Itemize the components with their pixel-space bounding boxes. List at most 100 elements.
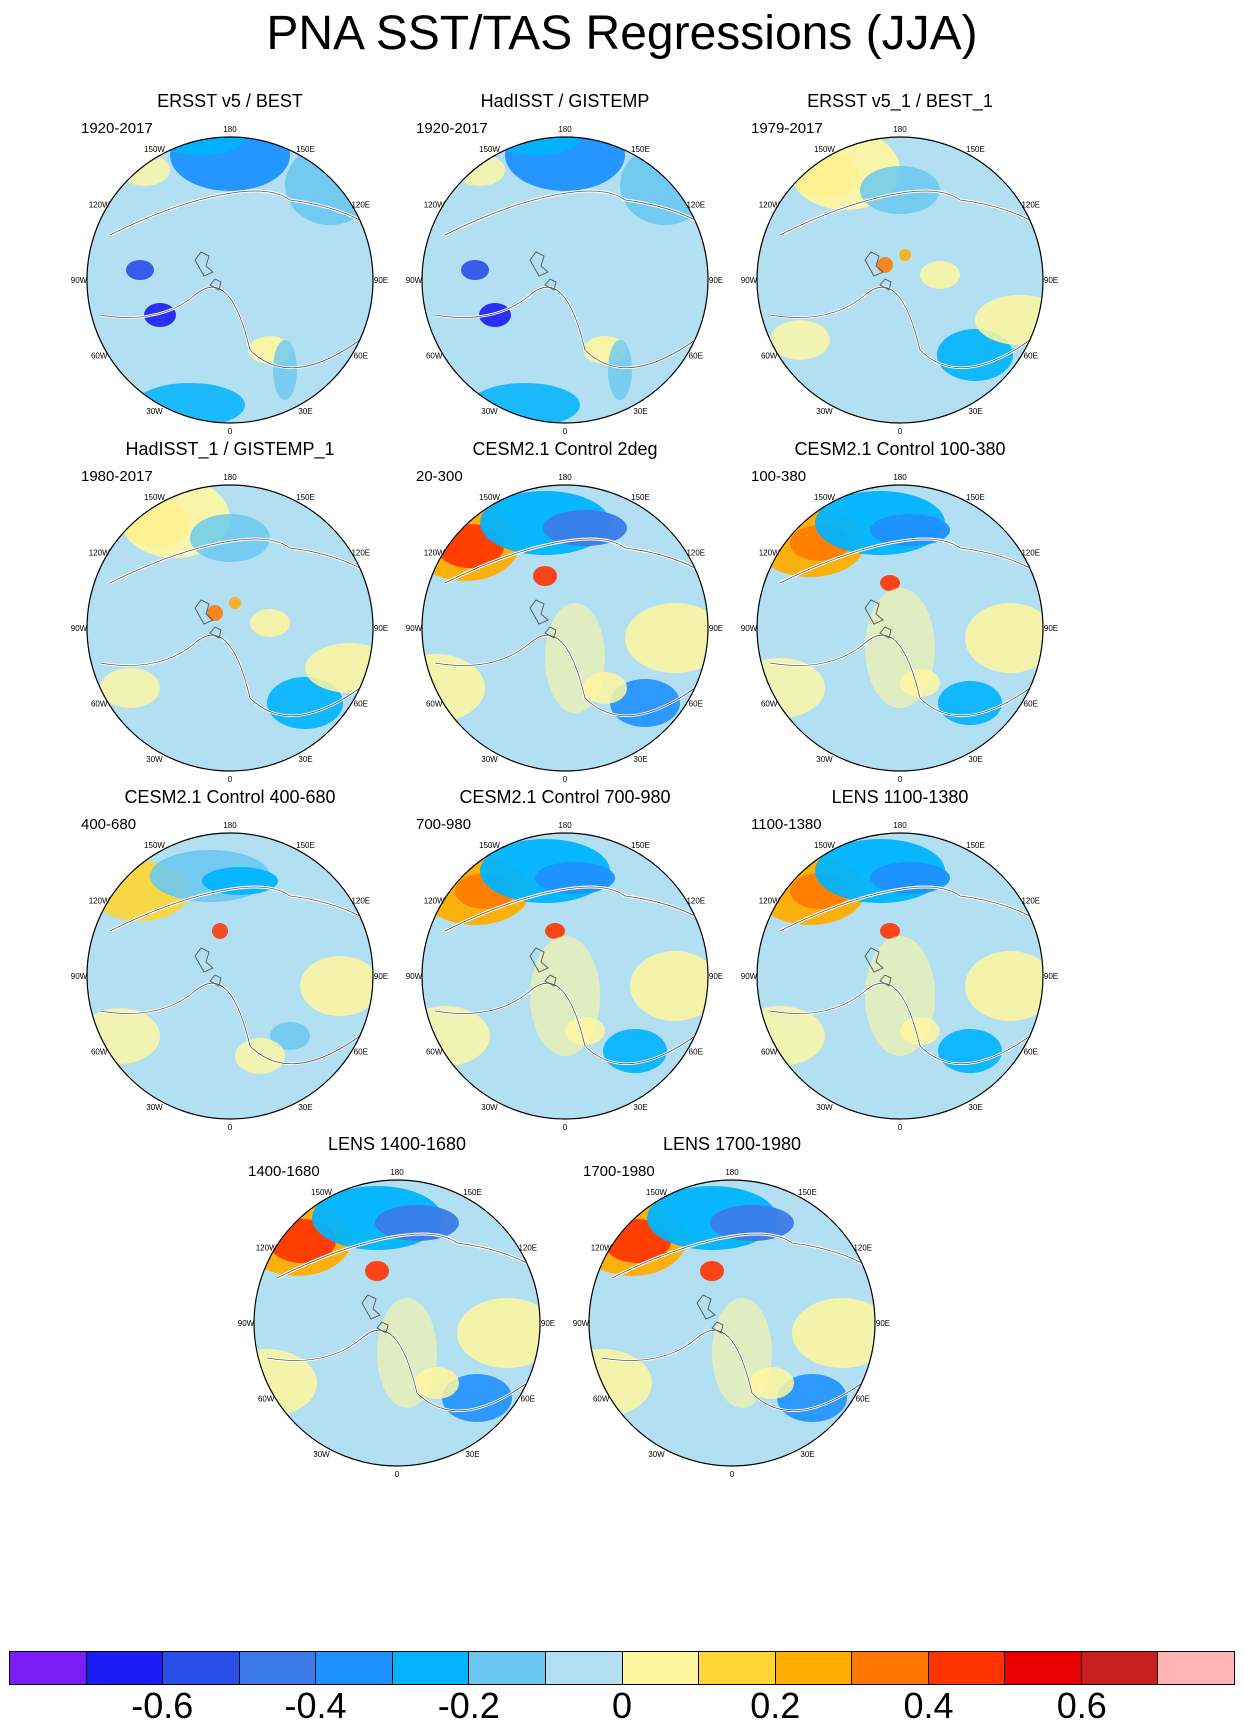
panel-title: CESM2.1 Control 2deg xyxy=(472,439,658,459)
colorbar-tick-label: 0.2 xyxy=(750,1685,801,1726)
anomaly-blob xyxy=(229,597,241,609)
longitude-label: 120W xyxy=(591,1244,612,1253)
anomaly-blob xyxy=(603,1029,667,1073)
longitude-label: 120W xyxy=(256,1244,277,1253)
longitude-label: 180 xyxy=(390,1168,404,1177)
colorbar-swatch xyxy=(852,1652,929,1684)
anomaly-blob xyxy=(877,257,893,273)
polar-map: 180 150E 120E 90E 60E 30E 0 30W 60W 90W 120W 150W xyxy=(406,125,723,436)
longitude-label: 120W xyxy=(89,897,110,906)
longitude-label: 60W xyxy=(426,1048,443,1057)
field-layer xyxy=(87,137,373,423)
island-outline xyxy=(361,1294,389,1334)
map-panel: ERSST v5_1 / BEST_1 1979-2017 180 150E 120… xyxy=(735,90,1065,436)
field-layer xyxy=(757,137,1043,423)
longitude-label: 90E xyxy=(374,276,388,285)
longitude-label: 30E xyxy=(968,407,982,416)
longitude-label: 150E xyxy=(631,841,650,850)
anomaly-blob xyxy=(377,1298,437,1408)
colorbar-tick-label: -0.6 xyxy=(131,1685,194,1726)
longitude-label: 60W xyxy=(761,352,778,361)
panel-title: LENS 1100-1380 xyxy=(831,787,969,807)
coastline xyxy=(434,286,696,369)
longitude-label: 60E xyxy=(521,1395,535,1404)
coastline xyxy=(769,286,1031,369)
colorbar-swatch xyxy=(622,1652,700,1684)
longitude-label: 0 xyxy=(898,775,903,784)
anomaly-blob xyxy=(212,923,228,939)
map-panel: LENS 1700-1980 1700-1980 180 150E 120E 90E 6… xyxy=(567,1133,897,1479)
longitude-label: 0 xyxy=(395,1470,400,1479)
coastline xyxy=(769,982,1031,1065)
map-panel: LENS 1100-1380 1100-1380 180 150E 120E 90E 6… xyxy=(735,786,1065,1132)
longitude-label: 90W xyxy=(406,624,423,633)
map-boundary xyxy=(421,136,709,424)
longitude-label: 150W xyxy=(479,841,500,850)
anomaly-blob xyxy=(545,923,565,939)
anomaly-blob xyxy=(880,575,900,591)
anomaly-blob xyxy=(250,609,290,637)
colorbar-tick-label: 0.6 xyxy=(1056,1685,1107,1726)
anomaly-blob xyxy=(899,249,911,261)
panel-title: LENS 1700-1980 xyxy=(662,1134,802,1154)
anomaly-blob xyxy=(285,145,373,225)
anomaly-blob xyxy=(757,1006,825,1066)
longitude-label: 60E xyxy=(689,1048,703,1057)
panel-period: 100-380 xyxy=(751,468,807,485)
longitude-label: 120E xyxy=(518,1244,537,1253)
anomaly-blob xyxy=(120,154,170,186)
longitude-label: 60E xyxy=(1024,700,1038,709)
longitude-label: 150W xyxy=(646,1188,667,1197)
anomaly-blob xyxy=(880,923,900,939)
colorbar-swatch xyxy=(928,1652,1006,1684)
longitude-label: 90W xyxy=(573,1319,590,1328)
panel-title: ERSST v5 / BEST xyxy=(157,91,303,111)
longitude-label: 180 xyxy=(558,473,572,482)
anomaly-blob xyxy=(505,137,625,191)
map-panel: LENS 1400-1680 1400-1680 180 150E 120E 90E 6… xyxy=(232,1133,562,1479)
polar-map: 180 150E 120E 90E 60E 30E 0 30W 60W 90W 120W 150W xyxy=(406,821,723,1132)
anomaly-blob xyxy=(757,658,825,718)
longitude-label: 150E xyxy=(966,493,985,502)
coastline xyxy=(109,538,361,584)
panel-title: HadISST_1 / GISTEMP_1 xyxy=(125,439,335,459)
panel-period: 1979-2017 xyxy=(751,120,823,137)
longitude-label: 90W xyxy=(406,972,423,981)
colorbar-swatch xyxy=(1005,1652,1082,1684)
anomaly-blob xyxy=(422,1006,490,1066)
colorbar-swatch xyxy=(392,1652,470,1684)
coastline xyxy=(266,1329,528,1412)
anomaly-blob xyxy=(700,1261,724,1281)
panel-title: ERSST v5_1 / BEST_1 xyxy=(807,91,993,111)
map-boundary xyxy=(421,484,709,772)
map-boundary xyxy=(86,832,374,1120)
coastline xyxy=(99,286,361,369)
colorbar-tick-label: -0.2 xyxy=(437,1685,500,1726)
longitude-label: 60W xyxy=(91,1048,108,1057)
island-outline xyxy=(696,1294,724,1334)
longitude-label: 180 xyxy=(725,1168,739,1177)
longitude-label: 120E xyxy=(1021,549,1040,558)
panel-title: CESM2.1 Control 100-380 xyxy=(794,439,1006,459)
longitude-label: 150E xyxy=(296,841,315,850)
coastline xyxy=(99,982,361,1065)
coastline xyxy=(779,190,1031,236)
map-boundary xyxy=(86,136,374,424)
field-layer xyxy=(87,833,373,1119)
anomaly-blob xyxy=(770,320,830,360)
longitude-label: 30E xyxy=(298,407,312,416)
longitude-label: 30W xyxy=(816,755,833,764)
map-panel: CESM2.1 Control 100-380 100-380 180 150E 1… xyxy=(735,438,1065,784)
colorbar-swatch xyxy=(1158,1652,1234,1684)
longitude-label: 90W xyxy=(406,276,423,285)
panel-title: HadISST / GISTEMP xyxy=(480,91,650,111)
anomaly-blob xyxy=(207,605,223,621)
longitude-label: 60E xyxy=(856,1395,870,1404)
field-layer xyxy=(422,833,708,1119)
longitude-label: 120W xyxy=(424,897,445,906)
anomaly-blob xyxy=(630,951,708,1021)
colorbar-swatch xyxy=(545,1652,623,1684)
coastline xyxy=(444,190,696,236)
longitude-label: 0 xyxy=(563,427,568,436)
anomaly-blob xyxy=(938,681,1002,725)
